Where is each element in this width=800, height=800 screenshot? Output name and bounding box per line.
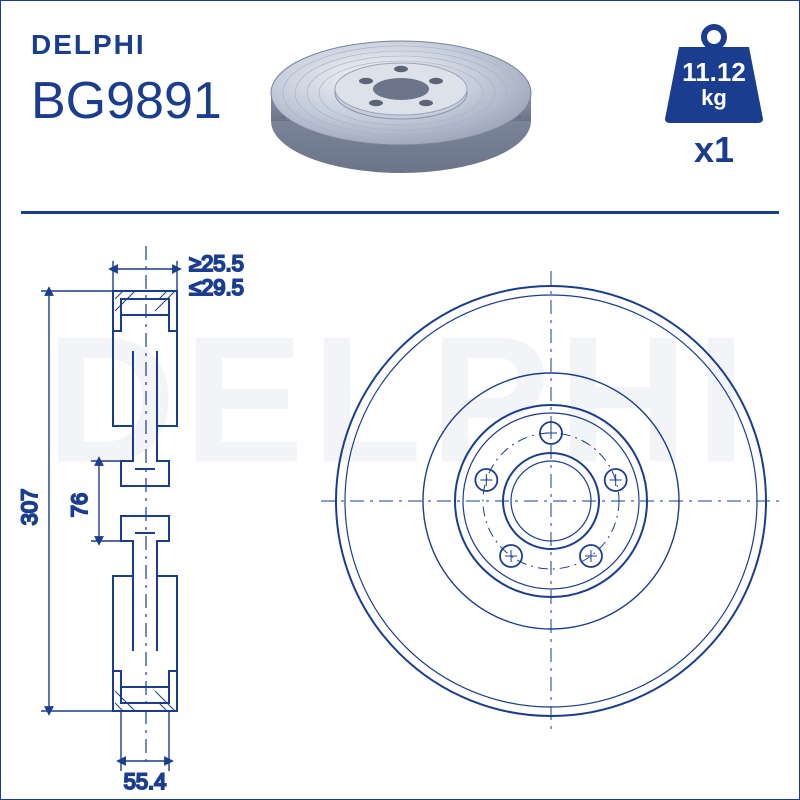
- part-number: BG9891: [31, 71, 222, 131]
- header-divider: [21, 211, 779, 214]
- weight-badge: 11.12 kg x1: [659, 23, 769, 171]
- dim-hub-width: 55.4: [124, 769, 167, 791]
- quantity-label: x1: [659, 129, 769, 171]
- dim-outer-diameter: 307: [17, 489, 42, 526]
- cross-section-view: 307 76 55.4: [17, 246, 244, 791]
- dim-thickness-max: ≤29.5: [189, 275, 244, 300]
- front-view: [321, 271, 781, 731]
- header: DELPHI BG9891: [1, 1, 799, 211]
- dim-hub-diameter: 76: [67, 493, 92, 517]
- brand-label: DELPHI: [31, 29, 146, 61]
- weight-unit: kg: [701, 85, 727, 110]
- disc-render: [251, 21, 551, 201]
- weight-icon: 11.12 kg: [659, 23, 769, 123]
- weight-value: 11.12: [682, 57, 746, 87]
- technical-drawings: 307 76 55.4: [1, 221, 800, 791]
- dim-thickness-min: ≥25.5: [189, 251, 244, 276]
